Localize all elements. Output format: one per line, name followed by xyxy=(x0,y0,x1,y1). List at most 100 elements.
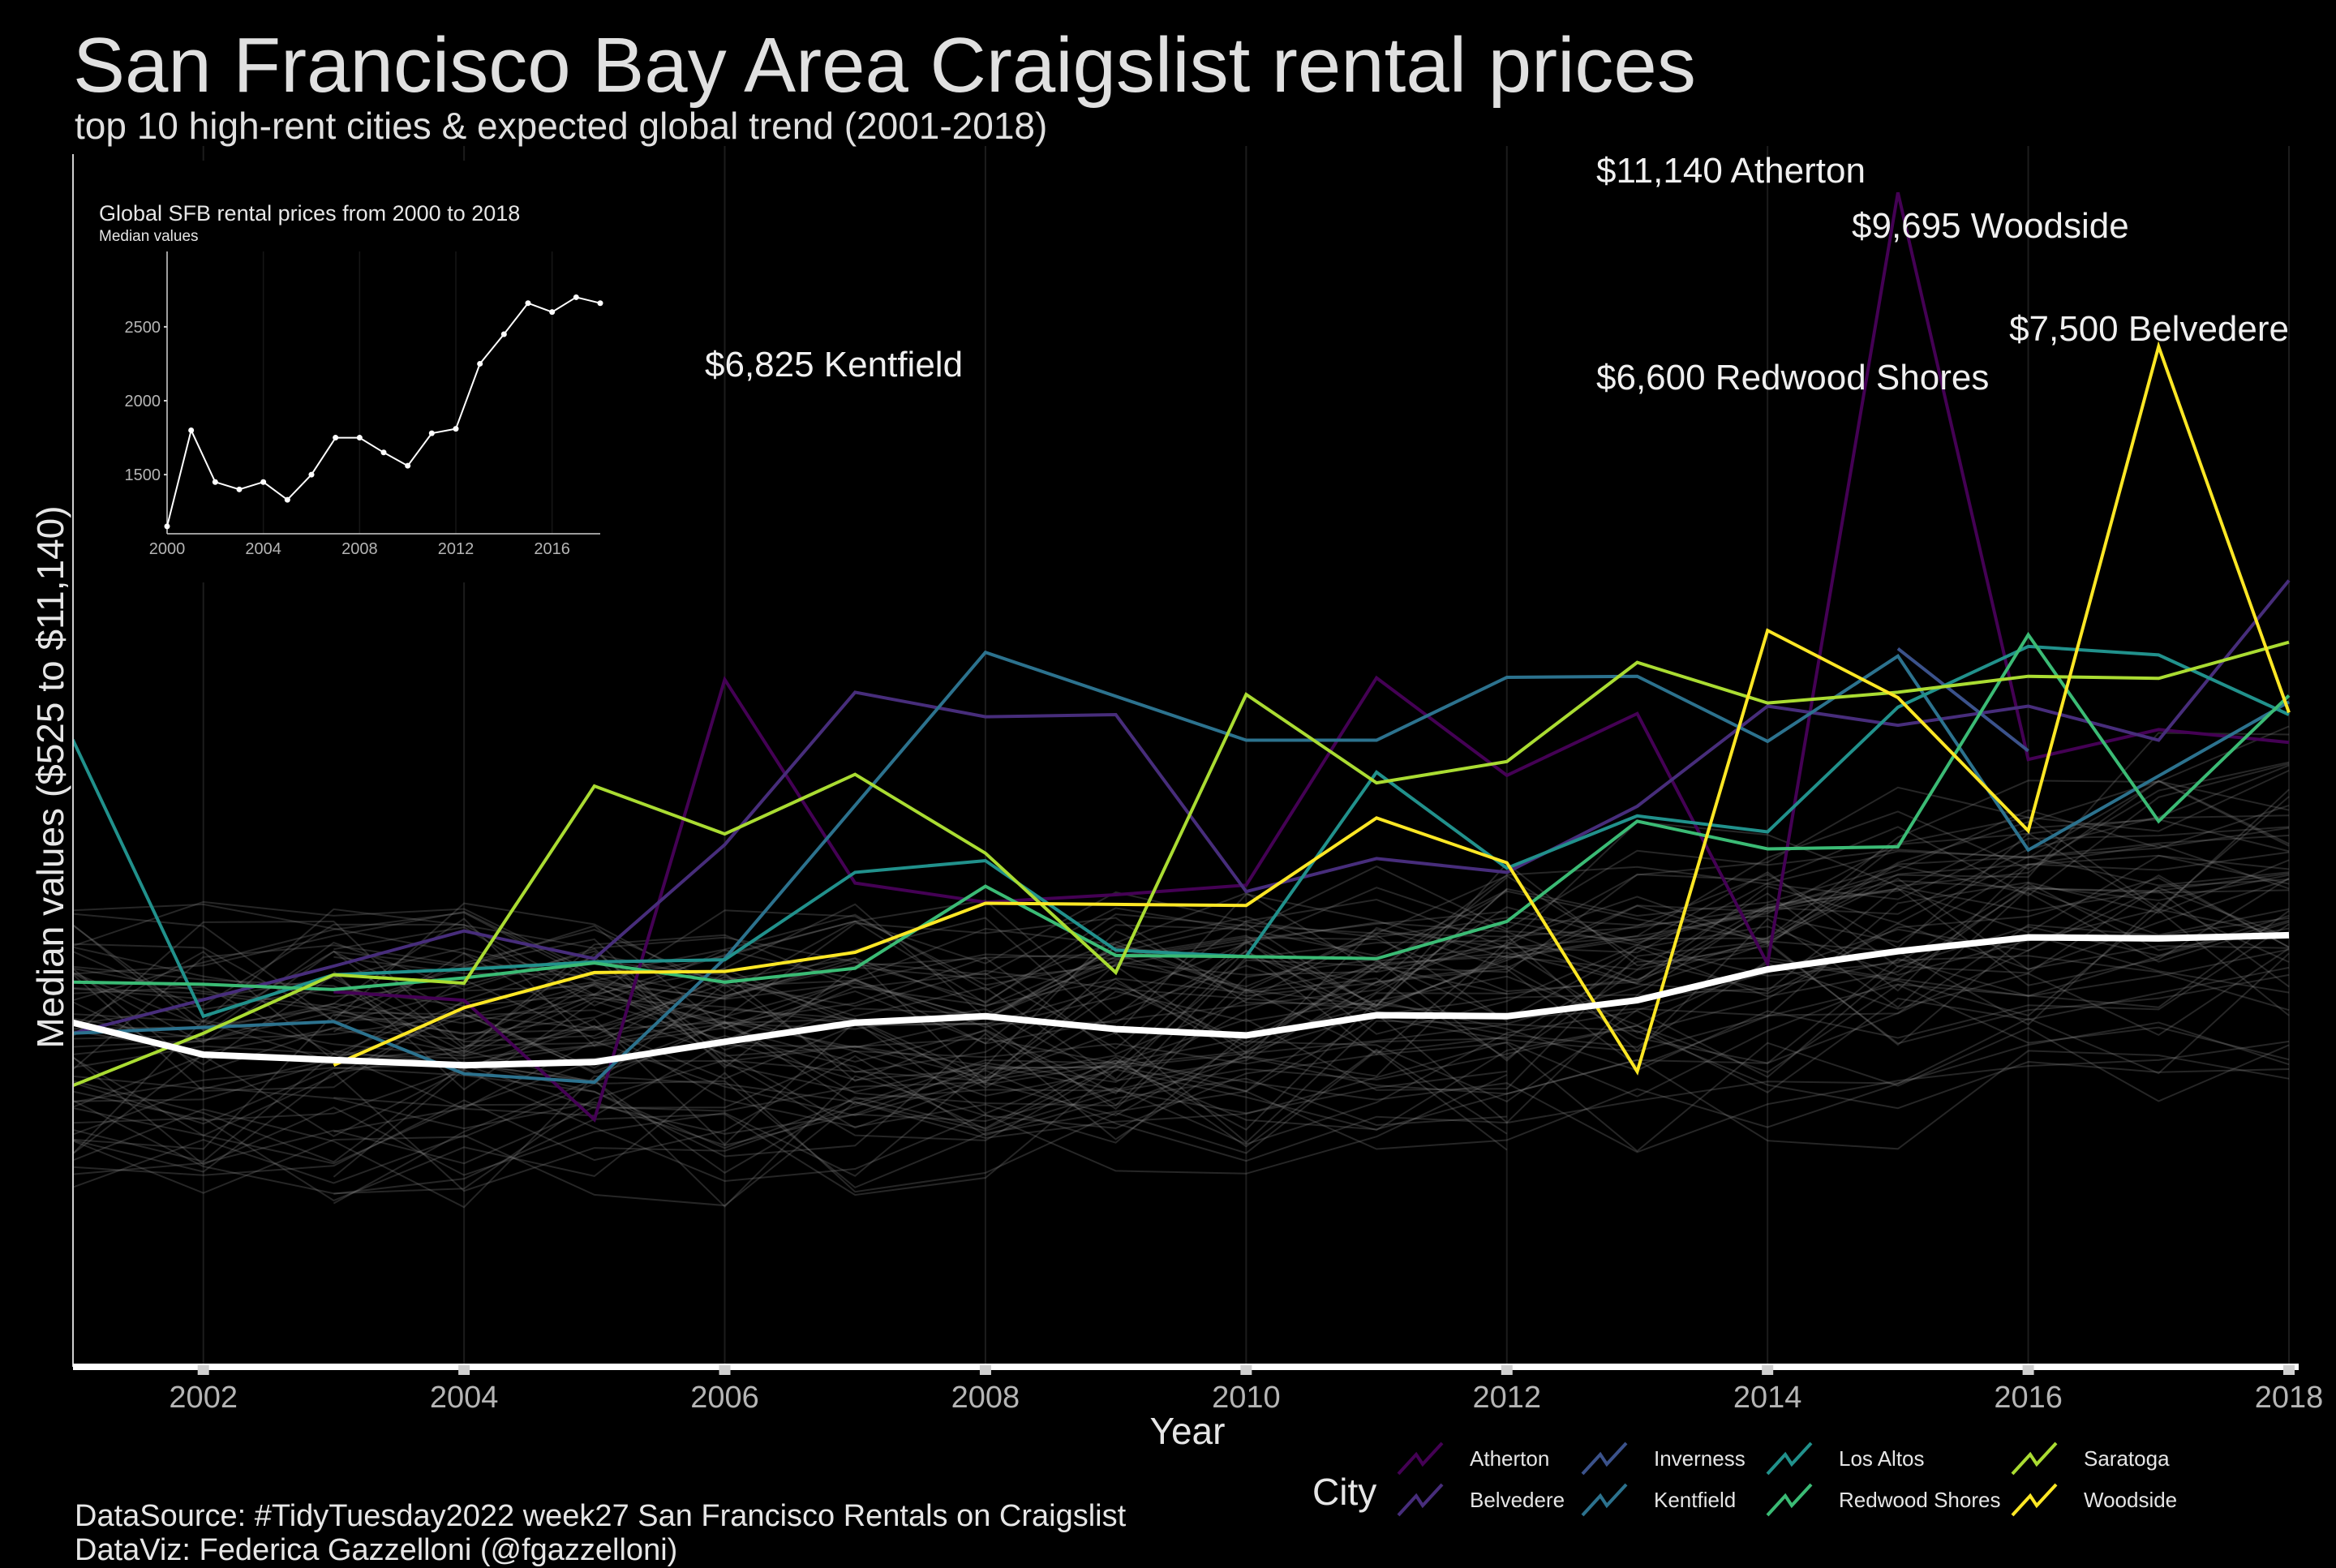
legend-label: Atherton xyxy=(1470,1446,1550,1471)
legend-key-icon xyxy=(2011,1441,2058,1476)
other-city-line xyxy=(333,1027,2290,1208)
other-city-line xyxy=(72,818,2290,1086)
other-city-line xyxy=(72,826,2290,1026)
legend-key-icon xyxy=(1581,1483,1628,1517)
legend-title: City xyxy=(1312,1471,1377,1513)
inset-title: Global SFB rental prices from 2000 to 20… xyxy=(99,201,520,226)
series-line-woodside xyxy=(333,341,2291,1076)
legend-label: Inverness xyxy=(1654,1446,1746,1471)
other-city-line xyxy=(72,988,1507,1121)
chart-subtitle: top 10 high-rent cities & expected globa… xyxy=(75,105,1048,147)
inset-y-tick-label: 2000 xyxy=(125,393,161,410)
other-city-line xyxy=(72,1055,1507,1176)
annotation-layer: $11,140 Atherton $9,695 Woodside $7,500 Be… xyxy=(705,151,2289,397)
inset-y-tick-label: 2500 xyxy=(125,319,161,337)
inset-point xyxy=(188,427,195,433)
inset-point xyxy=(428,430,435,436)
inset-x-tick-label: 2016 xyxy=(534,540,570,558)
other-city-line xyxy=(72,952,2290,1194)
other-city-line xyxy=(72,889,1508,1003)
series-line-global-trend xyxy=(73,931,2290,1069)
x-tick-label: 2004 xyxy=(430,1381,499,1415)
other-city-line xyxy=(72,854,2290,1030)
other-city-line xyxy=(72,780,2290,1047)
x-tick-mark xyxy=(1762,1365,1774,1375)
other-city-line xyxy=(333,788,2290,1033)
annotation-label: $9,695 Woodside xyxy=(1852,206,2129,246)
legend-key-icon xyxy=(1397,1483,1444,1517)
series-line-inverness xyxy=(1896,647,2029,753)
highlight-series-layer xyxy=(73,191,2291,1123)
other-city-line xyxy=(72,872,2290,1004)
inset-point xyxy=(500,331,507,337)
x-tick-label: 2006 xyxy=(690,1381,759,1415)
other-city-line xyxy=(72,814,2290,1049)
annotation-label: $11,140 Atherton xyxy=(1596,151,1866,191)
other-city-line xyxy=(333,919,2290,1141)
other-city-line xyxy=(72,1040,2290,1195)
inset-point xyxy=(236,486,243,492)
legend-label: Saratoga xyxy=(2084,1446,2170,1471)
other-city-line xyxy=(333,854,2290,1029)
other-city-line xyxy=(72,769,2290,1020)
legend-item-inverness: Inverness xyxy=(1578,1438,1746,1479)
x-tick-mark xyxy=(1501,1365,1513,1375)
x-tick-mark xyxy=(2022,1365,2034,1375)
caption-author: DataViz: Federica Gazzelloni (@fgazzello… xyxy=(75,1533,678,1567)
x-tick-label: 2014 xyxy=(1733,1381,1802,1415)
other-city-line xyxy=(72,1048,1508,1174)
other-city-line xyxy=(72,876,1508,1055)
inset-subtitle: Median values xyxy=(99,228,199,245)
x-tick-label: 2010 xyxy=(1212,1381,1281,1415)
chart-title: San Francisco Bay Area Craigslist rental… xyxy=(73,22,1696,109)
other-city-line xyxy=(72,1021,2290,1192)
other-city-line xyxy=(72,901,2290,1150)
inset-x-tick-label: 2004 xyxy=(245,540,281,558)
inset-point xyxy=(212,479,218,485)
x-tick-mark xyxy=(1240,1365,1252,1375)
x-tick-mark xyxy=(458,1365,470,1375)
other-city-line xyxy=(72,909,2290,1089)
other-city-line xyxy=(72,874,2290,1090)
other-city-line xyxy=(333,966,2290,1196)
x-tick-label: 2012 xyxy=(1472,1381,1541,1415)
other-city-line xyxy=(333,933,2290,1084)
inset-point xyxy=(380,449,387,456)
other-city-line xyxy=(72,764,2290,1069)
legend-label: Belvedere xyxy=(1470,1487,1565,1512)
x-tick-mark xyxy=(197,1365,209,1375)
other-city-line xyxy=(72,887,2290,1136)
caption-source: DataSource: #TidyTuesday2022 week27 San … xyxy=(75,1499,1127,1533)
inset-point xyxy=(356,435,363,441)
legend-item-belvedere: Belvedere xyxy=(1393,1480,1565,1520)
other-city-line xyxy=(72,948,2290,1209)
other-city-line xyxy=(72,1023,2290,1177)
other-city-line xyxy=(333,877,2290,1080)
inset-y-tick-label: 1500 xyxy=(125,466,161,484)
other-city-line xyxy=(72,780,2290,1023)
inset-point xyxy=(405,462,411,469)
annotation-label: $7,500 Belvedere xyxy=(2009,309,2289,349)
other-city-line xyxy=(333,856,2290,1017)
other-city-line xyxy=(72,851,2290,1002)
other-city-line xyxy=(72,834,2290,1022)
inset-point xyxy=(477,360,483,367)
x-tick-mark xyxy=(979,1365,991,1375)
other-city-line xyxy=(72,1050,1508,1202)
other-city-line xyxy=(72,909,2290,1154)
other-city-line xyxy=(72,917,2290,1082)
y-axis-title: Median values ($525 to $11,140) xyxy=(29,505,71,1048)
other-city-line xyxy=(72,887,2290,1095)
legend-item-atherton: Atherton xyxy=(1393,1438,1549,1479)
x-tick-mark xyxy=(719,1365,731,1375)
annotation-label: $6,600 Redwood Shores xyxy=(1596,358,1989,397)
legend-key-icon xyxy=(1766,1483,1813,1517)
inset-point xyxy=(260,479,267,485)
other-city-line xyxy=(72,1050,2290,1150)
other-city-line xyxy=(72,983,2290,1207)
inset-point xyxy=(308,471,315,478)
annotation-label: $6,825 Kentfield xyxy=(705,345,963,384)
legend-item-redwood-shores: Redwood Shores xyxy=(1763,1480,2000,1520)
series-line-atherton xyxy=(333,191,2290,1123)
legend-label: Los Altos xyxy=(1839,1446,1925,1471)
